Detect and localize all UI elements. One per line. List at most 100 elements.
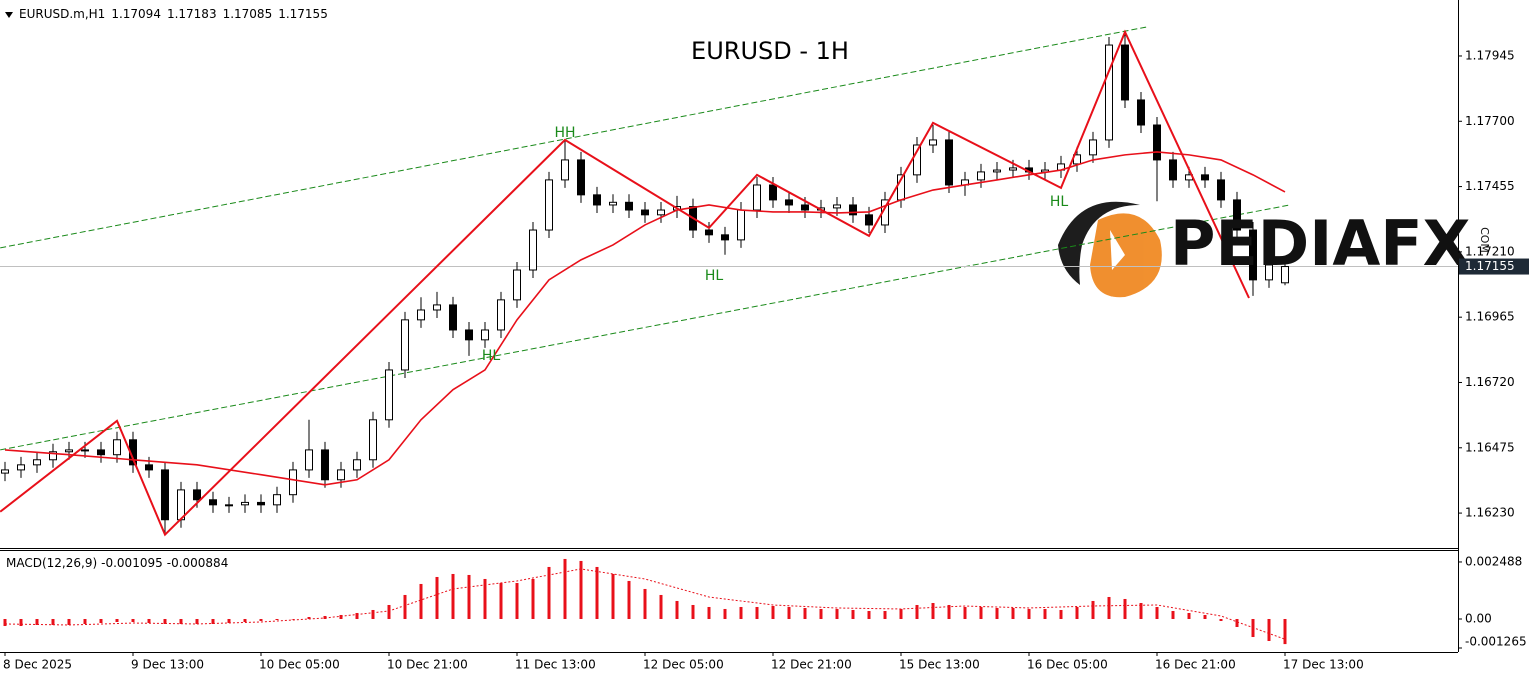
macd-bar (195, 618, 199, 624)
macd-bar (435, 576, 439, 619)
macd-bar (835, 608, 839, 619)
macd-value: -0.001095 (101, 556, 163, 570)
macd-bar (339, 614, 343, 619)
candle-body (385, 369, 393, 421)
y-tick-label: 1.16720 (1465, 375, 1515, 389)
candle-body (1217, 179, 1225, 201)
candle-body (481, 329, 489, 341)
macd-bar (611, 573, 615, 619)
macd-bar (1283, 618, 1287, 645)
macd-bar (483, 578, 487, 619)
candle-body (1137, 99, 1145, 126)
header-open: 1.17094 (111, 7, 161, 21)
candle-body (1233, 199, 1241, 231)
macd-bar (19, 618, 23, 627)
candle-body (97, 449, 105, 456)
macd-bar (851, 609, 855, 619)
candle-body (641, 209, 649, 216)
macd-bar (627, 580, 631, 619)
macd-bar (3, 618, 7, 627)
macd-bar (675, 600, 679, 619)
candle-body (417, 309, 425, 321)
candle-body (945, 139, 953, 186)
pattern-label: HL (482, 348, 501, 364)
candle-body (849, 204, 857, 216)
candle-body (257, 501, 265, 506)
candle-body (1265, 264, 1273, 281)
macd-bar (979, 606, 983, 619)
x-tick-label: 16 Dec 05:00 (1027, 658, 1108, 672)
macd-bar (163, 618, 167, 624)
macd-bar (1267, 618, 1271, 641)
candle-body (593, 194, 601, 206)
macd-bar (755, 606, 759, 619)
candle-body (81, 449, 89, 452)
candle-body (561, 159, 569, 181)
macd-bar (259, 618, 263, 621)
candle-body (1201, 174, 1209, 181)
candle-body (529, 229, 537, 271)
candle-body (497, 299, 505, 331)
candle-body (1153, 124, 1161, 161)
candle-body (657, 209, 665, 216)
macd-bar (35, 618, 39, 625)
macd-bar (131, 618, 135, 622)
candle-body (753, 184, 761, 211)
candle-body (1105, 44, 1113, 141)
y-tick-label: 1.17700 (1465, 114, 1515, 128)
candle-body (721, 234, 729, 241)
current-price-box (1459, 258, 1529, 275)
macd-bar (707, 606, 711, 619)
y-tick-label: 1.16475 (1465, 440, 1515, 454)
channel-line (0, 204, 1290, 451)
macd-bar (595, 566, 599, 619)
x-tick-label: 15 Dec 13:00 (899, 658, 980, 672)
candle-body (225, 504, 233, 507)
header-close: 1.17155 (278, 7, 328, 21)
signal-value: -0.000884 (167, 556, 229, 570)
macd-bar (419, 583, 423, 619)
watermark-text: PEDIAFX (1170, 207, 1470, 280)
macd-bar (771, 605, 775, 619)
candle-body (17, 464, 25, 471)
y-tick-label: 0.00 (1465, 611, 1492, 625)
x-tick-label: 9 Dec 13:00 (131, 658, 204, 672)
candle-body (865, 214, 873, 226)
menu-arrow[interactable] (5, 12, 13, 18)
candle-body (465, 329, 473, 341)
candle-body (545, 179, 553, 231)
macd-bar (1027, 608, 1031, 619)
macd-bar (1219, 618, 1223, 621)
header-high: 1.17183 (167, 7, 217, 21)
candle-body (193, 489, 201, 501)
macd-bar (1123, 598, 1127, 619)
watermark-suffix: COM (1478, 227, 1491, 253)
candle-body (801, 204, 809, 211)
x-tick-label: 8 Dec 2025 (3, 658, 72, 672)
candle-body (305, 449, 313, 471)
y-tick-label: 1.17455 (1465, 179, 1515, 193)
macd-bar (867, 610, 871, 619)
macd-bar (819, 608, 823, 619)
candle-body (929, 139, 937, 146)
macd-bar (995, 607, 999, 619)
candle-body (1249, 229, 1257, 281)
candle-body (449, 304, 457, 331)
macd-bar (291, 618, 295, 620)
candle-body (337, 469, 345, 481)
macd-bar (563, 558, 567, 619)
candle-body (1009, 167, 1017, 171)
y-tick-label: 1.16965 (1465, 310, 1515, 324)
macd-bar (99, 618, 103, 624)
macd-bar (787, 606, 791, 619)
macd-bar (579, 560, 583, 619)
pattern-label: HL (1050, 194, 1069, 210)
y-tick-label: 1.16230 (1465, 506, 1515, 520)
watermark (1058, 201, 1162, 298)
signal-line (4, 568, 1286, 640)
macd-bar (179, 618, 183, 624)
candle-body (321, 449, 329, 481)
candle-body (1121, 44, 1129, 101)
